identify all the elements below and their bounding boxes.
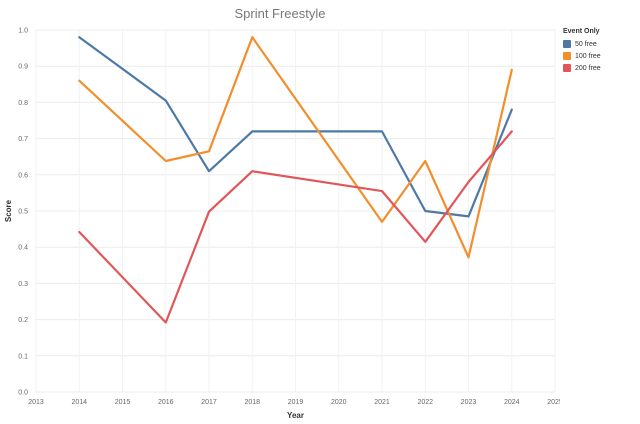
- y-tick-label: 0.6: [18, 172, 28, 179]
- legend-item[interactable]: 50 free: [563, 38, 637, 50]
- series-lines: [78, 36, 513, 324]
- x-tick-label: 2020: [331, 399, 347, 406]
- y-tick-label: 0.9: [18, 64, 28, 71]
- y-tick-label: 0.2: [18, 317, 28, 324]
- x-axis-ticks: 2013 2014 2015 2016 2017 2018 2019 2020 2021 2022…: [28, 399, 560, 406]
- x-tick-label: 2014: [71, 399, 87, 406]
- y-axis-ticks: 0.0 0.1 0.2 0.3 0.4 0.5 0.6 0.7 0.8 0.9 1.0: [18, 28, 28, 397]
- x-tick-label: 2025: [547, 399, 560, 406]
- x-tick-label: 2018: [244, 399, 260, 406]
- x-tick-label: 2022: [417, 399, 433, 406]
- grid: [35, 29, 556, 393]
- series-line-200-free[interactable]: [78, 130, 513, 324]
- line-chart: 2013 2014 2015 2016 2017 2018 2019 2020 2021 2022…: [4, 28, 560, 421]
- x-tick-label: 2017: [201, 399, 217, 406]
- y-tick-label: 0.3: [18, 281, 28, 288]
- x-tick-label: 2013: [28, 399, 44, 406]
- y-tick-label: 0.1: [18, 353, 28, 360]
- x-axis-label: Year: [287, 411, 304, 420]
- series-line-100-free[interactable]: [78, 36, 513, 259]
- x-tick-label: 2024: [504, 399, 520, 406]
- legend-label: 200 free: [575, 64, 601, 72]
- chart-title: Sprint Freestyle: [234, 6, 326, 21]
- x-tick-label: 2016: [158, 399, 174, 406]
- legend-item[interactable]: 100 free: [563, 50, 637, 62]
- y-tick-label: 0.4: [18, 245, 28, 252]
- legend-swatch: [563, 40, 571, 48]
- y-tick-label: 1.0: [18, 28, 28, 35]
- x-tick-label: 2023: [461, 399, 477, 406]
- legend-swatch: [563, 52, 571, 60]
- y-tick-label: 0.5: [18, 209, 28, 216]
- legend: Event Only 50 free 100 free 200 free: [563, 28, 637, 74]
- x-tick-label: 2015: [115, 399, 131, 406]
- legend-title: Event Only: [563, 28, 600, 35]
- y-tick-label: 0.7: [18, 136, 28, 143]
- x-tick-label: 2021: [374, 399, 390, 406]
- legend-swatch: [563, 64, 571, 72]
- legend-item[interactable]: 200 free: [563, 62, 637, 74]
- y-axis-label: Score: [4, 199, 13, 222]
- legend-label: 100 free: [575, 52, 601, 60]
- y-tick-label: 0.8: [18, 100, 28, 107]
- y-tick-label: 0.0: [18, 390, 28, 397]
- x-tick-label: 2019: [288, 399, 304, 406]
- legend-label: 50 free: [575, 40, 597, 48]
